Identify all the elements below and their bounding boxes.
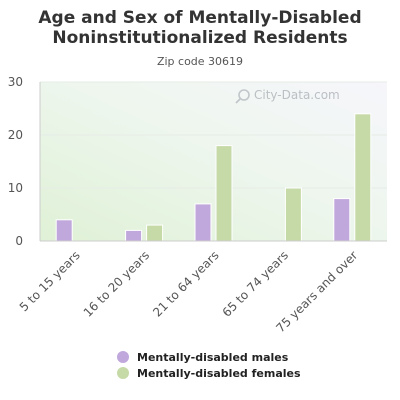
- chart-title-line-1: Age and Sex of Mentally-Disabled: [38, 8, 362, 28]
- x-tick-label-3: 65 to 74 years: [220, 248, 291, 319]
- magnifier-icon: [238, 89, 250, 101]
- legend: Mentally-disabled males Mentally-disable…: [117, 349, 301, 381]
- y-tick-label-30: 30: [8, 75, 23, 89]
- chart-subtitle: Zip code 30619: [156, 55, 244, 68]
- bar-males-4: [333, 198, 351, 242]
- plot-area: [40, 82, 387, 241]
- y-tick-label-20: 20: [8, 128, 23, 142]
- bar-females-3: [284, 187, 302, 242]
- legend-item-females: Mentally-disabled females: [117, 365, 301, 381]
- grid-lines: [40, 81, 387, 189]
- y-tick-label-10: 10: [8, 181, 23, 195]
- bar-females-1: [146, 224, 164, 242]
- legend-item-males: Mentally-disabled males: [117, 349, 301, 365]
- bar-males-0: [55, 219, 73, 242]
- legend-label-females: Mentally-disabled females: [137, 366, 301, 380]
- watermark: City-Data.com: [235, 88, 340, 104]
- legend-label-males: Mentally-disabled males: [137, 350, 289, 364]
- bar-males-2: [194, 203, 212, 242]
- watermark-text: City-Data.com: [254, 88, 340, 102]
- magnifier-icon-handle: [235, 98, 241, 104]
- legend-swatch-females: [117, 367, 129, 379]
- x-tick-label-0: 5 to 15 years: [17, 248, 83, 314]
- bar-females-2: [215, 145, 233, 242]
- legend-swatch-males: [117, 351, 129, 363]
- x-tick-label-2: 21 to 64 years: [150, 248, 221, 319]
- chart-title: Age and Sex of Mentally-Disabled Noninst…: [0, 8, 400, 48]
- bar-males-1: [125, 229, 143, 242]
- y-tick-label-0: 0: [15, 234, 23, 248]
- chart-title-line-2: Noninstitutionalized Residents: [52, 28, 348, 48]
- x-tick-label-1: 16 to 20 years: [81, 248, 152, 319]
- bar-females-4: [354, 113, 372, 242]
